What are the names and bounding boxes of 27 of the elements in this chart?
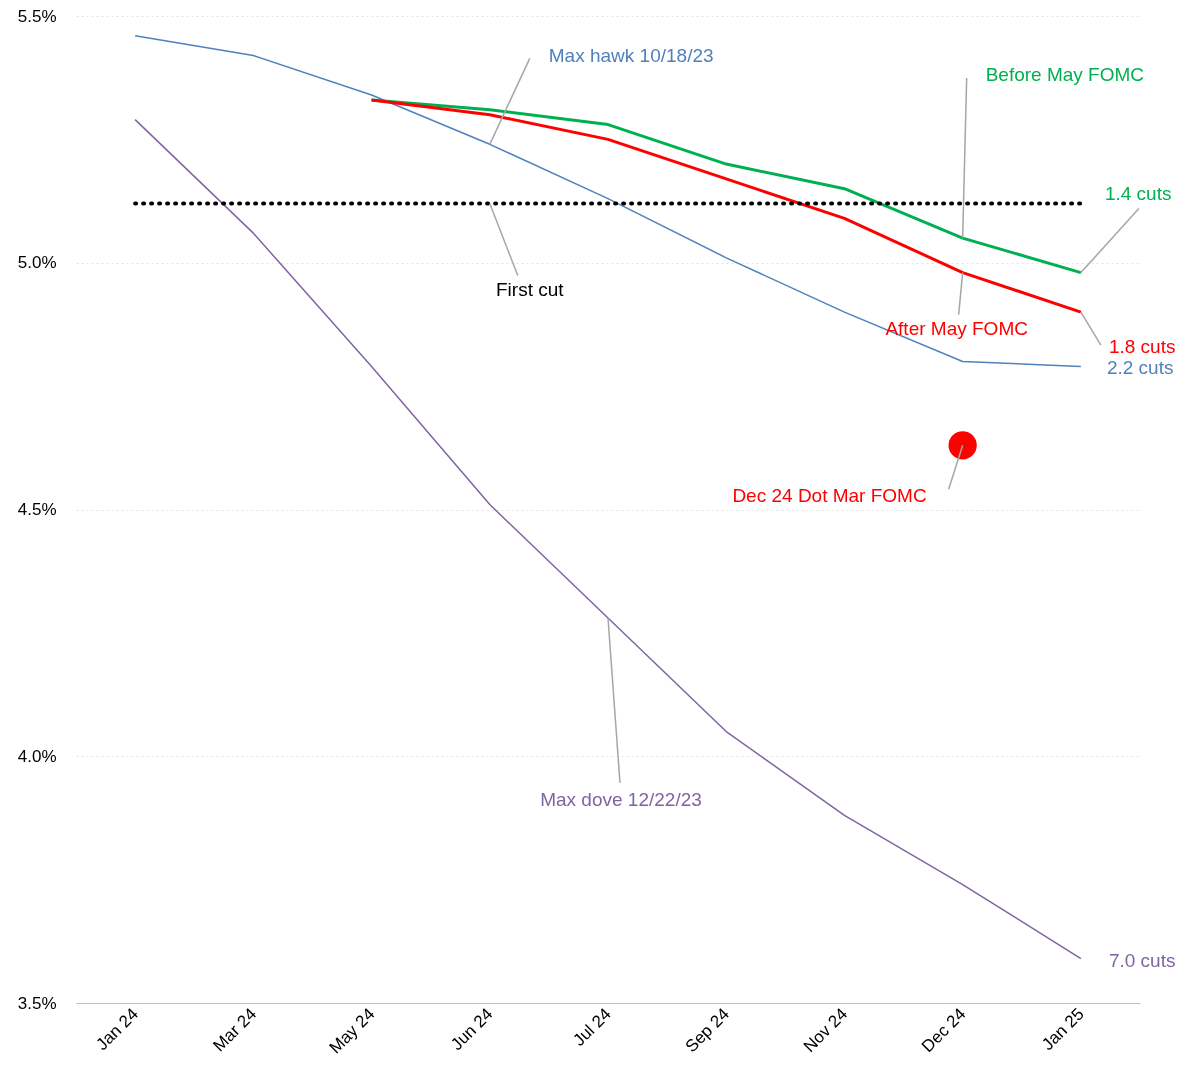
x-tick-label: Jan 24	[92, 1004, 142, 1054]
y-tick-label: 4.0%	[17, 746, 57, 766]
annotation: 1.4 cuts	[1104, 182, 1172, 204]
text: Max hawk 10/18/23	[548, 45, 714, 67]
annotation: 2.2 cuts	[1106, 357, 1174, 379]
text: Max dove 12/22/23	[540, 789, 702, 811]
text: Before May FOMC	[985, 64, 1145, 86]
x-tick-label: Sep 24	[681, 1004, 734, 1056]
y-tick-label: 4.5%	[17, 500, 57, 519]
line-series	[370, 98, 1083, 275]
x-tick-label: Jun 24	[447, 1004, 497, 1054]
line-series	[134, 34, 1082, 368]
y-tick-label: 5.0%	[17, 253, 57, 273]
x-tick-label: Dec 24	[918, 1004, 970, 1056]
x-tick-label: Jan 25	[1038, 1004, 1088, 1054]
line-series	[370, 98, 1083, 314]
y-tick-label: 5.5%	[17, 6, 57, 26]
annotation: 1.8 cuts	[1108, 336, 1176, 358]
text: Dec 24 Dot Mar FOMC	[732, 485, 927, 507]
ref-line-label: First cut	[496, 278, 565, 300]
y-tick-label: 3.5%	[17, 993, 57, 1013]
annotation: 7.0 cuts	[1108, 949, 1176, 971]
x-tick-label: Nov 24	[799, 1004, 852, 1056]
series-label: After May FOMC	[885, 317, 1028, 339]
x-tick-label: Jul 24	[569, 1004, 615, 1050]
line-series	[134, 118, 1082, 960]
x-tick-label: Mar 24	[209, 1004, 261, 1056]
